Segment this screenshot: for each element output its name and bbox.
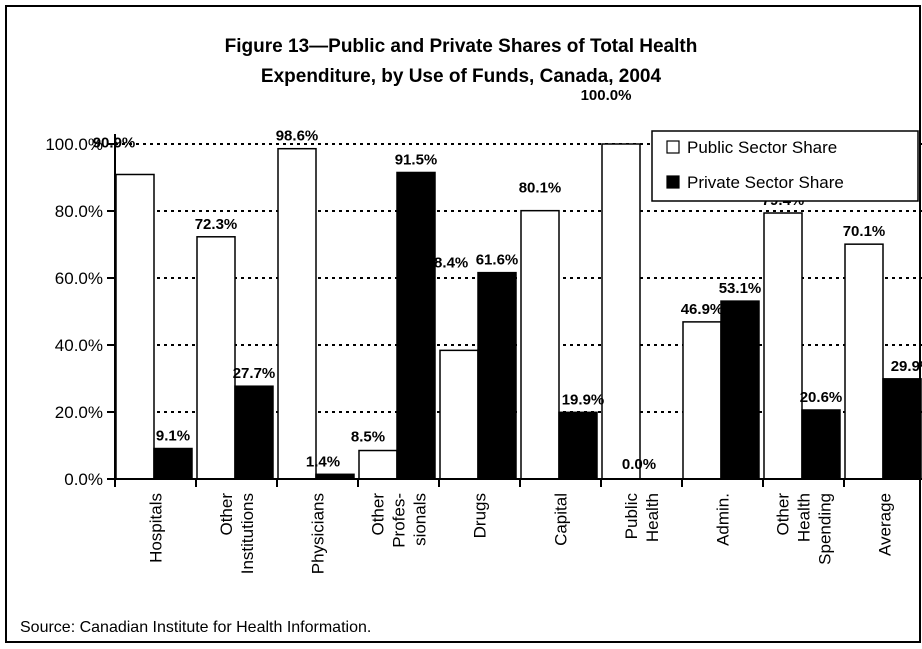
private-data-label-1: 9.1% xyxy=(156,428,190,445)
x-tick-label: Physicians xyxy=(309,493,328,574)
x-tick-label: Capital xyxy=(552,493,571,546)
public-bar-9 xyxy=(763,212,803,480)
private-bar-2 xyxy=(234,385,274,480)
private-bar-5 xyxy=(477,271,517,480)
public-data-label-4: 8.5% xyxy=(351,429,385,446)
public-data-label-8: 46.9% xyxy=(681,301,724,318)
public-data-label-2: 72.3% xyxy=(195,216,238,233)
private-bar-8 xyxy=(720,300,760,480)
public-bar-1 xyxy=(115,173,155,480)
private-bar-1 xyxy=(153,447,193,480)
y-tick-label: 60.0% xyxy=(55,269,103,288)
public-data-label-1: 90.9% xyxy=(93,134,136,151)
private-data-label-8: 53.1% xyxy=(719,280,762,297)
private-data-label-10: 29.9% xyxy=(891,358,922,375)
private-data-label-5: 61.6% xyxy=(476,252,519,269)
public-bar-2 xyxy=(196,236,236,480)
legend-swatch-private xyxy=(666,175,680,189)
bars xyxy=(115,143,922,480)
public-bar-7 xyxy=(601,143,641,480)
title-line-2: Expenditure, by Use of Funds, Canada, 20… xyxy=(261,66,662,87)
public-data-label-5: 38.4% xyxy=(426,254,469,271)
public-data-label-3: 98.6% xyxy=(276,128,319,145)
x-tick-label: sionals xyxy=(411,493,430,546)
x-tick-label: Drugs xyxy=(471,493,490,538)
x-tick-label: Admin. xyxy=(714,493,733,546)
axes xyxy=(107,134,922,487)
public-bar-6 xyxy=(520,209,560,480)
y-tick-label: 100.0% xyxy=(45,135,103,154)
x-tick-labels: Hospitals Other Institutions Physicians Othe… xyxy=(147,493,895,575)
public-bar-5 xyxy=(439,349,479,480)
x-tick-label: Institutions xyxy=(238,493,257,574)
public-bar-10 xyxy=(844,243,884,480)
private-bar-9 xyxy=(801,409,841,480)
x-tick-label: Hospitals xyxy=(147,493,166,563)
private-data-label-7: 0.0% xyxy=(622,456,656,473)
x-tick-label: Health xyxy=(795,493,814,542)
legend-label-private: Private Sector Share xyxy=(687,173,844,192)
legend-box xyxy=(651,130,919,202)
x-tick-label: Other xyxy=(369,493,388,536)
legend: Public Sector Share Private Sector Share xyxy=(651,130,919,202)
legend-label-public: Public Sector Share xyxy=(687,138,837,157)
public-data-label-10: 70.1% xyxy=(843,223,886,240)
public-data-label-7: 100.0% xyxy=(581,87,632,104)
x-tick-label: Health xyxy=(643,493,662,542)
private-data-label-2: 27.7% xyxy=(233,365,276,382)
private-data-label-4: 91.5% xyxy=(395,151,438,168)
source-note: Source: Canadian Institute for Health In… xyxy=(20,619,371,636)
y-tick-label: 20.0% xyxy=(55,403,103,422)
private-data-label-6: 19.9% xyxy=(562,391,605,408)
y-tick-label: 40.0% xyxy=(55,336,103,355)
x-tick-label: Spending xyxy=(816,493,835,565)
private-bar-10 xyxy=(882,378,922,480)
private-data-label-3: 1.4% xyxy=(306,453,340,470)
legend-swatch-public xyxy=(666,140,680,154)
x-tick-label: Average xyxy=(876,493,895,556)
x-tick-label: Public xyxy=(622,493,641,540)
public-bar-4 xyxy=(358,449,398,480)
data-labels: 90.9% 9.1% 72.3% 27.7% 98.6% 1.4% 8.5% 91.5% 38.… xyxy=(93,87,922,473)
x-tick-label: Other xyxy=(217,493,236,536)
y-tick-label: 0.0% xyxy=(64,470,103,489)
x-tick-label: Other xyxy=(774,493,793,536)
public-bar-8 xyxy=(682,321,722,480)
y-tick-labels: 0.0% 20.0% 40.0% 60.0% 80.0% 100.0% xyxy=(45,135,103,489)
public-bar-3 xyxy=(277,147,317,480)
private-bar-6 xyxy=(558,411,598,480)
y-tick-label: 80.0% xyxy=(55,202,103,221)
public-data-label-6: 80.1% xyxy=(519,180,562,197)
chart-title: Figure 13—Public and Private Shares of T… xyxy=(225,36,698,87)
title-line-1: Figure 13—Public and Private Shares of T… xyxy=(225,36,698,57)
private-data-label-9: 20.6% xyxy=(800,389,843,406)
x-tick-label: Profes- xyxy=(390,493,409,548)
private-bar-4 xyxy=(396,171,436,480)
